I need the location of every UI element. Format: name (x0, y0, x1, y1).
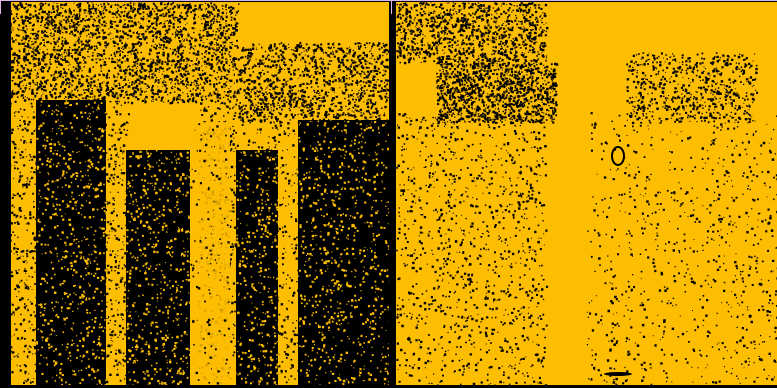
base-mark (604, 372, 632, 376)
right-column-noise (706, 115, 777, 385)
left-image-panel (8, 2, 389, 385)
top-left-noise (396, 2, 549, 65)
right-capital-noise (626, 52, 759, 125)
capital-noise (436, 62, 559, 125)
small-ring (611, 146, 625, 166)
column-1 (36, 100, 106, 385)
top-left-noise (8, 2, 240, 105)
left-frame-line (0, 0, 1, 14)
top-frame-line (0, 0, 777, 1)
right-image-panel (396, 2, 777, 385)
column-3 (236, 150, 278, 385)
gap-speckles (190, 123, 232, 385)
gap-light (190, 122, 230, 385)
left-column-noise (396, 112, 549, 385)
left-binary-image (8, 2, 389, 385)
mid-frame-line (391, 0, 392, 14)
column-1-speckles (36, 100, 109, 385)
left-edge-bar (8, 2, 11, 385)
right-binary-image (396, 2, 777, 385)
image-background (396, 2, 777, 385)
column-3-speckles (236, 150, 280, 385)
